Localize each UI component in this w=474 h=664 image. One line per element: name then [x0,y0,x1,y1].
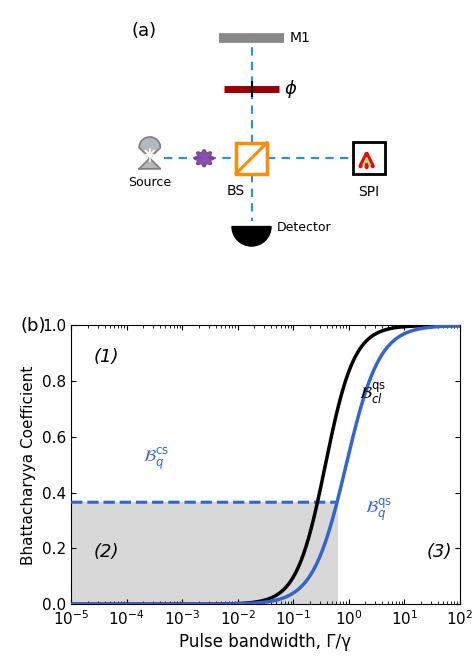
Text: ϕ: ϕ [285,80,297,98]
Text: $\mathcal{B}_{cl}^{\mathrm{qs}}$: $\mathcal{B}_{cl}^{\mathrm{qs}}$ [358,380,385,406]
Text: BS: BS [227,184,245,198]
Bar [236,143,267,173]
Text: (b): (b) [20,317,46,335]
Text: (2): (2) [93,543,118,561]
X-axis label: Pulse bandwidth, Γ/γ: Pulse bandwidth, Γ/γ [180,633,351,651]
Text: M1: M1 [289,31,310,45]
Text: Source: Source [128,177,171,189]
Text: (a): (a) [132,22,157,40]
Text: $\mathcal{B}_{q}^{\mathrm{qs}}$: $\mathcal{B}_{q}^{\mathrm{qs}}$ [365,497,392,523]
Polygon shape [194,149,214,167]
Text: (1): (1) [93,348,118,366]
Bar [353,142,384,174]
Text: Detector: Detector [277,221,331,234]
Wedge shape [232,226,271,246]
Text: SPI: SPI [358,185,379,199]
Polygon shape [139,137,160,169]
Text: (3): (3) [426,543,452,561]
Text: $\mathcal{B}_{q}^{\mathrm{cs}}$: $\mathcal{B}_{q}^{\mathrm{cs}}$ [143,446,169,472]
Y-axis label: Bhattacharyya Coefficient: Bhattacharyya Coefficient [21,365,36,564]
